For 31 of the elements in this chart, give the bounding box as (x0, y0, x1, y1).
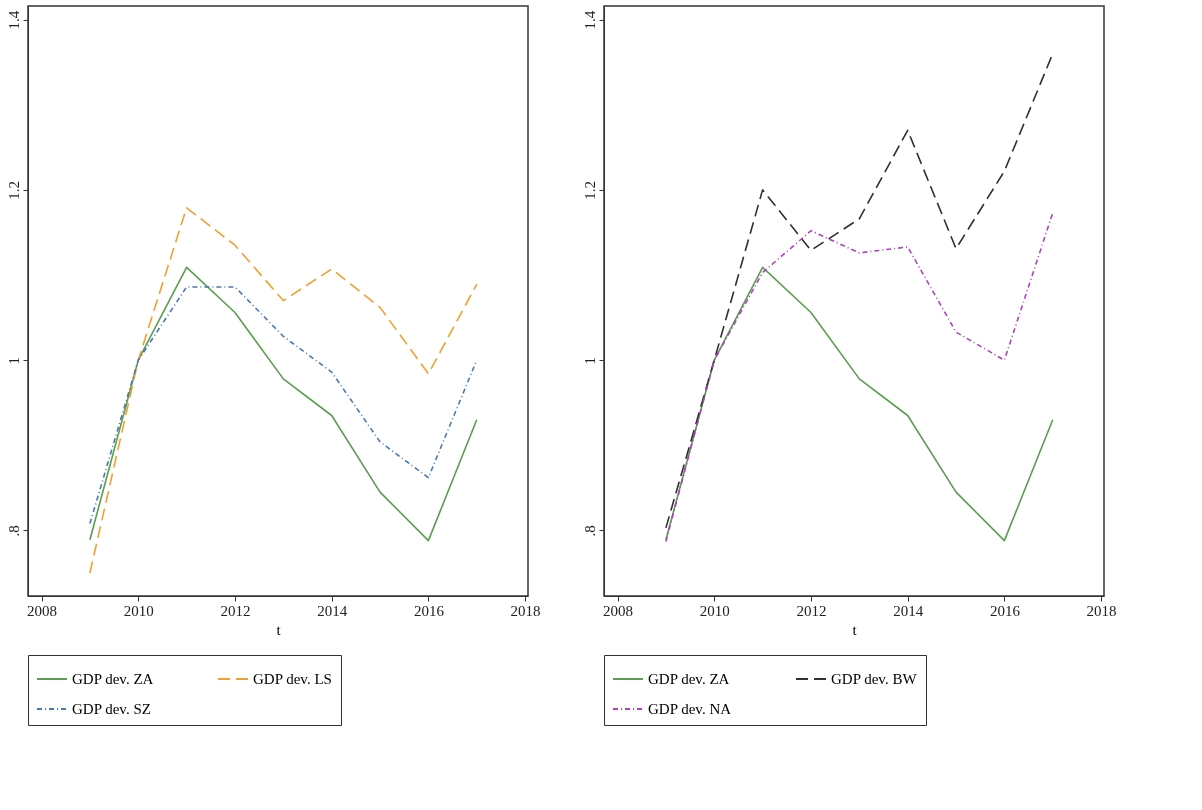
y-tick-label: .8 (581, 525, 598, 537)
legend-label: GDP dev. BW (831, 671, 918, 687)
line-series (665, 212, 1054, 543)
x-tick-label: 2016 (413, 602, 445, 619)
legend-label: GDP dev. ZA (648, 671, 730, 687)
legend-label: GDP dev. ZA (72, 671, 154, 687)
x-tick-label: 2012 (220, 602, 251, 619)
x-tick-label: 2008 (27, 602, 58, 619)
x-tick-label: 2014 (893, 602, 924, 619)
y-tick-label: 1.4 (5, 10, 22, 30)
y-tick-label: 1.2 (581, 181, 598, 200)
line-series (665, 266, 1054, 542)
x-axis-title: t (852, 621, 858, 638)
legend-label: GDP dev. SZ (72, 701, 151, 717)
x-tick-label: 2010 (123, 602, 154, 619)
legend-label: GDP dev. LS (253, 671, 332, 687)
x-axis-title: t (276, 621, 282, 638)
legend-label: GDP dev. NA (648, 701, 732, 717)
x-tick-label: 2016 (989, 602, 1021, 619)
y-tick-label: 1.2 (5, 181, 22, 200)
y-tick-label: 1.4 (581, 10, 598, 30)
x-tick-label: 2014 (317, 602, 348, 619)
x-tick-label: 2018 (510, 602, 541, 619)
x-tick-label: 2018 (1086, 602, 1117, 619)
y-tick-label: 1 (5, 356, 22, 365)
x-tick-label: 2010 (699, 602, 730, 619)
y-tick-label: 1 (581, 356, 598, 365)
x-tick-label: 2012 (796, 602, 827, 619)
x-tick-label: 2008 (603, 602, 634, 619)
y-tick-label: .8 (5, 525, 22, 537)
line-series (89, 206, 478, 574)
